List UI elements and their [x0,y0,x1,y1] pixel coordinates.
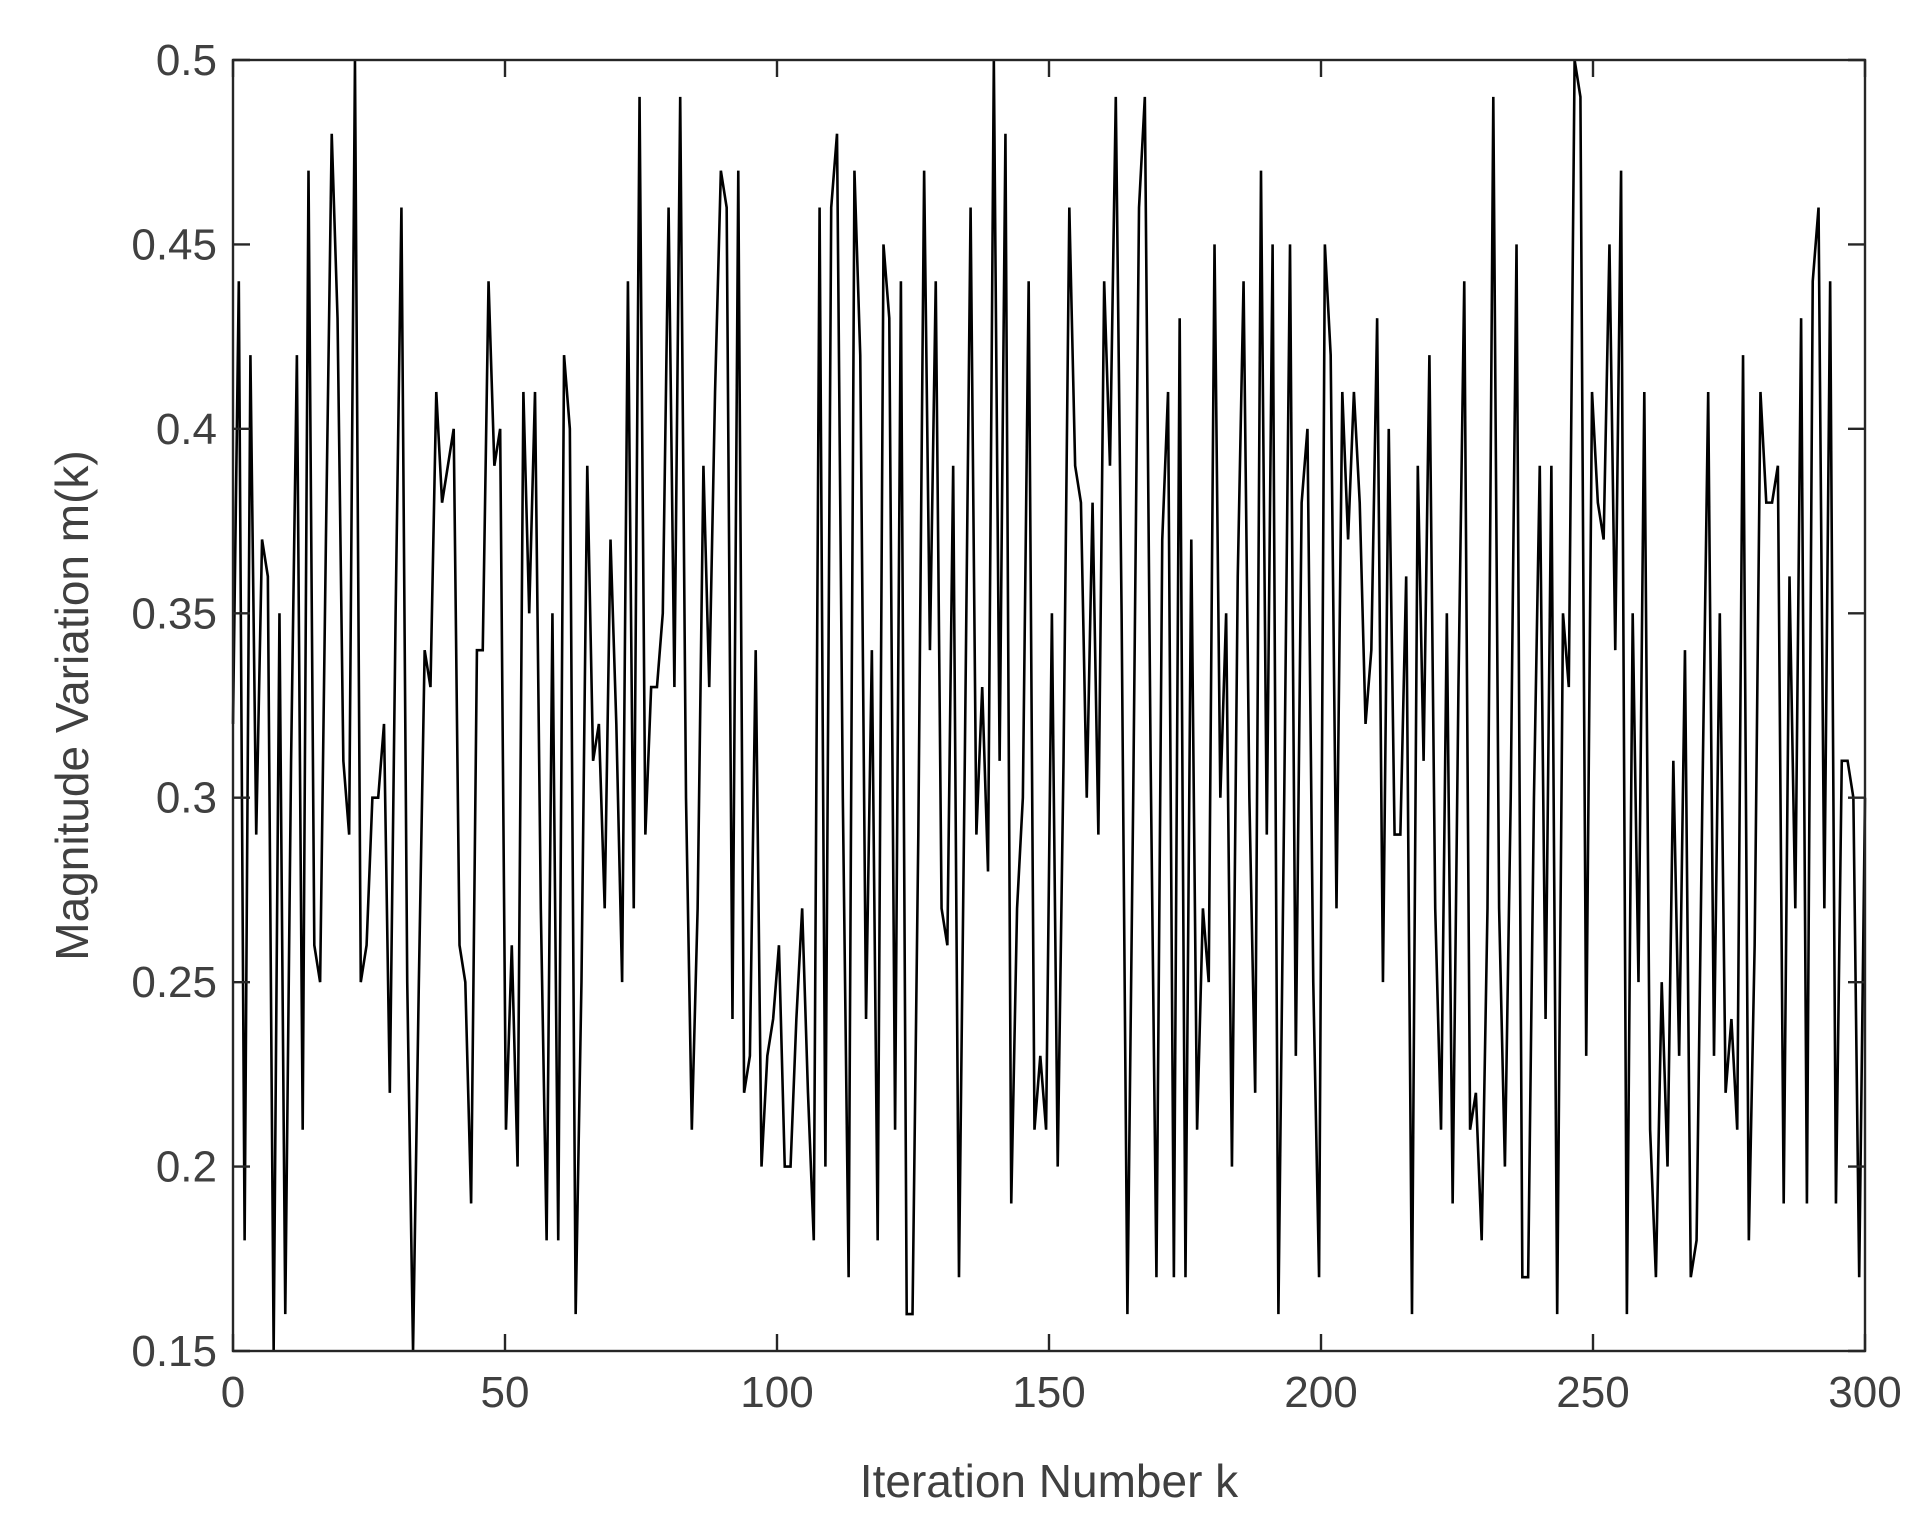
x-tick-label: 250 [1556,1368,1629,1417]
x-tick-label: 150 [1012,1368,1085,1417]
y-tick-label: 0.2 [156,1143,217,1192]
y-tick-label: 0.4 [156,405,217,454]
y-tick-label: 0.25 [131,958,217,1007]
y-tick-label: 0.5 [156,36,217,85]
x-tick-label: 100 [740,1368,813,1417]
x-axis-label: Iteration Number k [860,1455,1239,1507]
x-tick-label: 200 [1284,1368,1357,1417]
x-tick-label: 50 [481,1368,530,1417]
y-tick-label: 0.35 [131,589,217,638]
y-axis-label: Magnitude Variation m(k) [46,450,98,960]
plot-layer [231,59,1867,1352]
series-line-1 [231,59,1867,1352]
x-tick-label: 0 [221,1368,245,1417]
axes-layer: 0 50 100 150 200 250 300 0.15 0.2 0.25 0.3 0.35 0.4 0… [131,36,1901,1417]
x-tick-label: 300 [1828,1368,1901,1417]
y-tick-label: 0.15 [131,1327,217,1376]
y-tick-label: 0.45 [131,220,217,269]
y-tick-label: 0.3 [156,774,217,823]
